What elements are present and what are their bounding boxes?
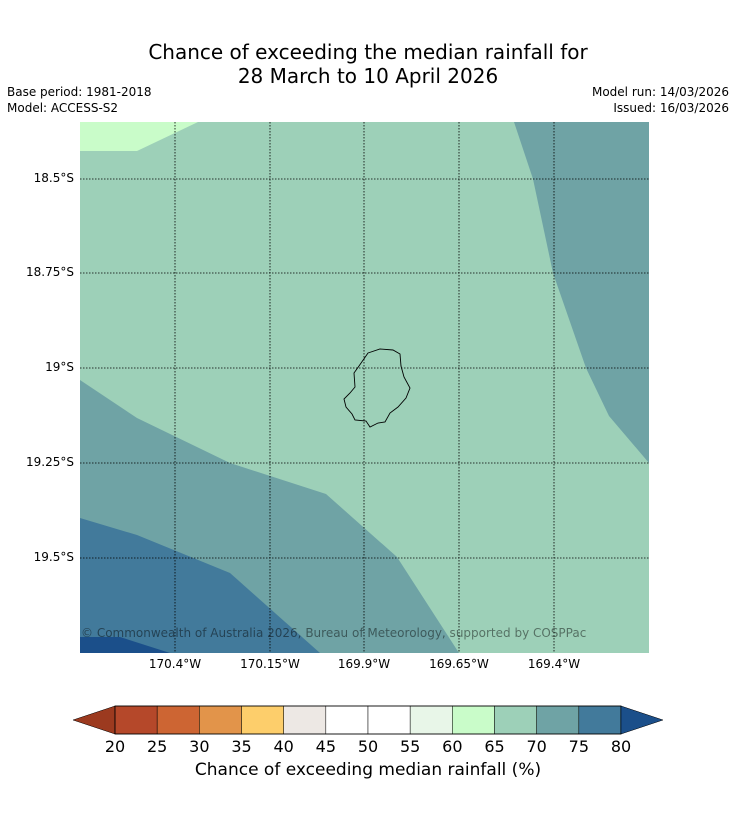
- colorbar-cell: [409, 705, 453, 735]
- region-80-plus: [80, 637, 170, 653]
- colorbar-cell: [494, 705, 537, 735]
- colorbar-tick-label: 70: [526, 737, 547, 756]
- colorbar-tick-label: 35: [231, 737, 252, 756]
- map-title-line2: 28 March to 10 April 2026: [237, 64, 499, 88]
- lon-label-169-65: 169.65°W: [429, 657, 489, 671]
- lon-label-170-15: 170.15°W: [240, 657, 300, 671]
- colorbar-tick-label: 50: [357, 737, 379, 756]
- lat-label-18-5: 18.5°S: [33, 171, 74, 185]
- colorbar-cell: [241, 705, 284, 735]
- colorbar-tick-label: 75: [568, 737, 589, 756]
- colorbar-tick-label: 60: [442, 737, 463, 756]
- colorbar-title: Chance of exceeding median rainfall (%): [194, 760, 542, 780]
- rainfall-map: [80, 122, 649, 653]
- model-run-label: Model run: 14/03/2026: [591, 85, 729, 99]
- lat-label-19-5: 19.5°S: [33, 550, 74, 564]
- colorbar-cell: [156, 705, 200, 735]
- colorbar-cell: [536, 705, 580, 735]
- colorbar-cells: [114, 705, 622, 735]
- region-75-80: [80, 518, 320, 653]
- colorbar-tick-label: 45: [315, 737, 336, 756]
- colorbar-tick-label: 40: [273, 737, 294, 756]
- region-70-75-east: [514, 122, 649, 463]
- colorbar-cell: [199, 705, 242, 735]
- colorbar-cell: [578, 705, 622, 735]
- colorbar-tick-label: 20: [104, 737, 126, 756]
- colorbar-tick-label: 55: [399, 737, 421, 756]
- lat-label-19-25: 19.25°S: [26, 455, 74, 469]
- map-title-line1: Chance of exceeding the median rainfall …: [148, 40, 588, 64]
- base-period-label: Base period: 1981-2018: [7, 85, 152, 99]
- colorbar-cell: [283, 705, 327, 735]
- graticule: [80, 122, 649, 653]
- colorbar-cell: [452, 705, 495, 735]
- colorbar-cell: [325, 705, 369, 735]
- colorbar-over-arrow: [620, 705, 664, 735]
- colorbar-tick-label: 25: [146, 737, 168, 756]
- colorbar-tick-label: 30: [189, 737, 210, 756]
- issued-label: Issued: 16/03/2026: [613, 101, 729, 115]
- colorbar-tick-label: 80: [610, 737, 632, 756]
- colorbar-under-arrow: [72, 705, 116, 735]
- model-label: Model: ACCESS-S2: [7, 101, 119, 115]
- lon-label-170-4: 170.4°W: [148, 657, 202, 671]
- copyright-notice: © Commonwealth of Australia 2026, Bureau…: [81, 626, 587, 640]
- colorbar-cell: [367, 705, 411, 735]
- lon-label-169-9: 169.9°W: [337, 657, 391, 671]
- niue-island-outline: [343, 348, 411, 428]
- colorbar: [72, 705, 664, 735]
- region-60-65: [80, 122, 198, 151]
- lat-label-18-75: 18.75°S: [26, 265, 74, 279]
- colorbar-tick-label: 65: [484, 737, 505, 756]
- colorbar-cell: [114, 705, 158, 735]
- lat-label-19: 19°S: [45, 360, 74, 374]
- lon-label-169-4: 169.4°W: [527, 657, 581, 671]
